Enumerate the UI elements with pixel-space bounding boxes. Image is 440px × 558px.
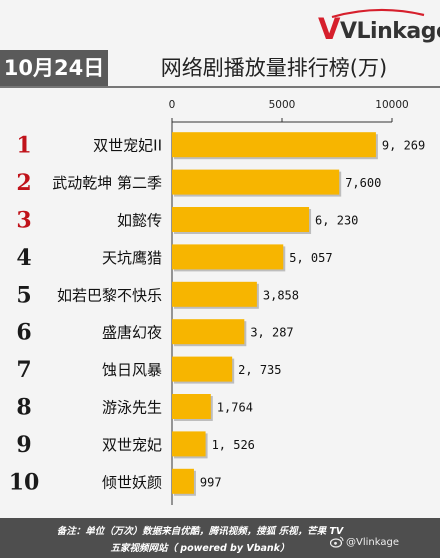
value-label: 9, 269 <box>382 139 425 153</box>
category-label: 天坑鹰猎 <box>102 249 162 267</box>
rank-number: 8 <box>16 395 31 421</box>
value-label: 6, 230 <box>315 214 358 228</box>
x-tick-label: 5000 <box>269 99 296 111</box>
rank-number: 3 <box>16 208 31 234</box>
value-label: 5, 057 <box>289 251 332 265</box>
bar <box>172 169 340 195</box>
category-label: 双世宠妃 <box>102 436 162 454</box>
bar <box>172 468 194 494</box>
rank-number: 10 <box>9 469 40 495</box>
weibo-icon <box>330 536 344 548</box>
value-label: 3, 287 <box>250 326 293 340</box>
value-label: 2, 735 <box>238 363 281 377</box>
value-label: 997 <box>200 475 222 489</box>
rank-number: 1 <box>16 133 31 159</box>
rank-number: 9 <box>16 432 31 458</box>
watermark: @Vlinkage <box>346 537 399 548</box>
rank-number: 5 <box>16 282 31 308</box>
bar <box>172 132 376 158</box>
logo-swoosh-icon <box>331 8 425 18</box>
x-tick-label: 0 <box>169 99 176 111</box>
footer-line-1: 备注：单位（万次）数据来自优酷，腾讯视频，搜狐 乐视，芒果 TV <box>56 526 344 537</box>
bar <box>172 356 233 382</box>
category-label: 盛唐幻夜 <box>102 324 162 342</box>
category-label: 如若巴黎不快乐 <box>57 286 162 304</box>
category-label: 蚀日风暴 <box>102 361 162 379</box>
chart-title: 网络剧播放量排行榜(万) <box>160 56 388 80</box>
category-label: 武动乾坤 第二季 <box>52 174 162 192</box>
category-label: 倾世妖颜 <box>102 473 162 491</box>
bar <box>172 431 206 457</box>
bar <box>172 207 310 232</box>
value-label: 1, 526 <box>212 438 255 452</box>
rank-number: 4 <box>16 245 31 271</box>
vlinkage-logo: V VLinkage <box>318 6 440 46</box>
bar <box>172 281 257 307</box>
category-label: 游泳先生 <box>102 399 162 417</box>
bar <box>172 244 284 270</box>
category-label: 如懿传 <box>117 212 162 230</box>
rank-number: 2 <box>16 170 31 196</box>
value-label: 1,764 <box>217 401 253 415</box>
bar-chart: 0 5000 10000 1 双世宠妃II 9, 269 2 武动乾坤 第二季 7,600 3 如懿… <box>9 99 425 505</box>
category-label: 双世宠妃II <box>93 137 162 155</box>
logo-text: VLinkage <box>340 19 440 44</box>
x-tick-label: 10000 <box>375 99 408 111</box>
footer-line-2: 五家视频网站（ powered by Vbank） <box>110 543 290 554</box>
title-divider <box>0 86 440 88</box>
value-label: 3,858 <box>263 288 299 302</box>
rank-number: 7 <box>16 357 31 383</box>
rank-number: 6 <box>16 320 31 346</box>
bar <box>172 319 245 345</box>
value-label: 7,600 <box>345 176 381 190</box>
date-badge: 10月24日 <box>0 50 108 86</box>
logo-v-letter: V <box>318 12 341 46</box>
bar <box>172 394 211 419</box>
footer-note: 备注：单位（万次）数据来自优酷，腾讯视频，搜狐 乐视，芒果 TV 五家视频网站（… <box>0 518 440 558</box>
